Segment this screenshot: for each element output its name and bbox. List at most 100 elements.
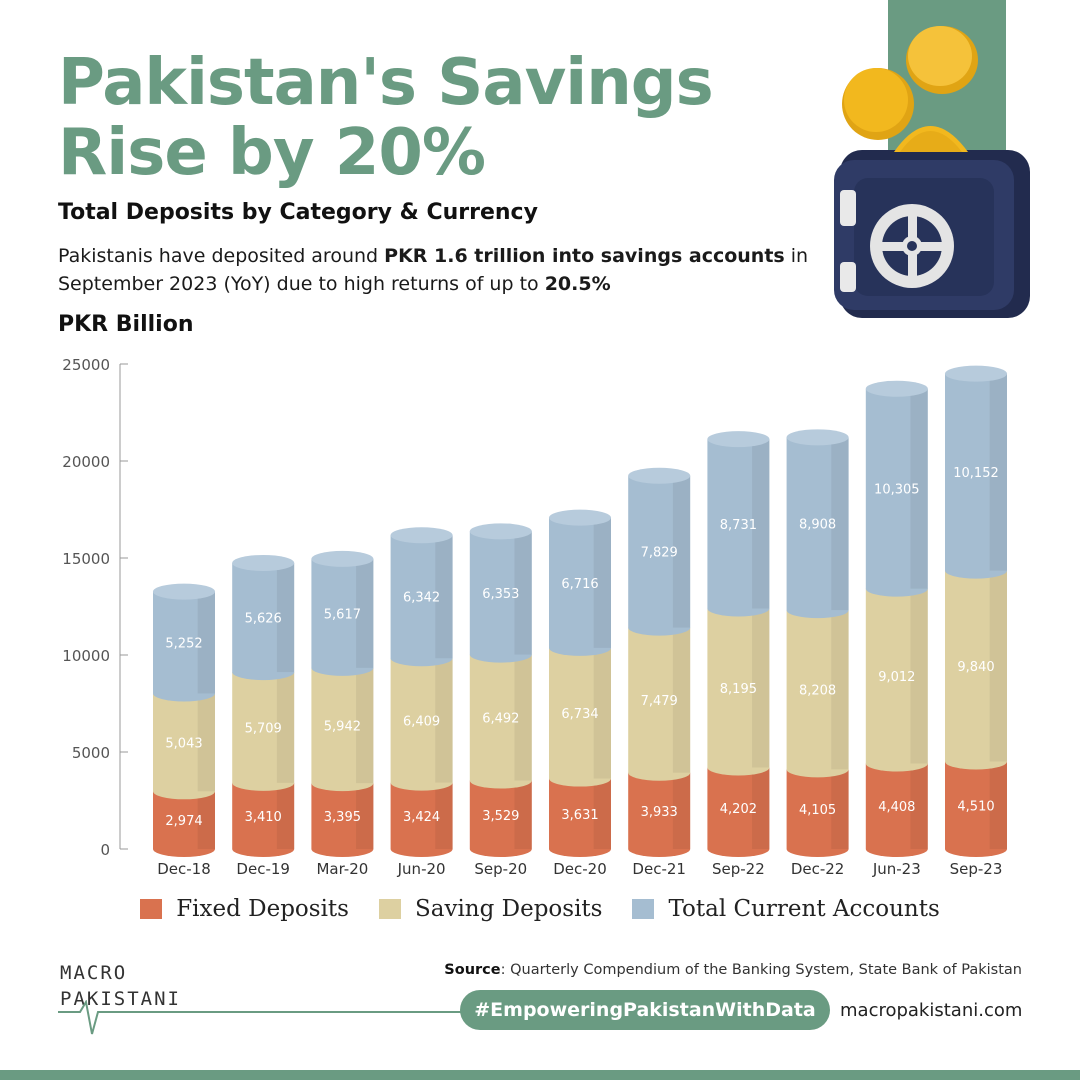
data-label: 5,709 <box>245 721 282 736</box>
source-note: Source: Quarterly Compendium of the Bank… <box>444 962 1022 978</box>
data-label: 2,974 <box>165 814 202 829</box>
bar-shade <box>197 591 215 694</box>
data-label: 9,840 <box>957 660 994 675</box>
bar-cap <box>549 509 611 526</box>
data-label: 9,012 <box>878 670 915 685</box>
legend-label-fixed: Fixed Deposits <box>176 896 349 922</box>
legend-label-current: Total Current Accounts <box>668 896 940 922</box>
data-label: 5,626 <box>245 612 282 627</box>
data-label: 8,208 <box>799 684 836 699</box>
bar-shade <box>514 531 532 655</box>
bar-group: 3,631 6,734 6,716 <box>549 509 611 857</box>
bar-shade <box>593 517 611 648</box>
bottom-band <box>0 1070 1080 1080</box>
data-label: 5,942 <box>324 719 361 734</box>
y-tick-label: 20000 <box>62 453 110 471</box>
desc-highlight-2: 20.5% <box>544 273 611 295</box>
bar-group: 3,933 7,479 7,829 <box>628 467 691 857</box>
stacked-cylinder-chart: 0 5000 10000 15000 20000 25000 2,974 5,043 5,25… <box>62 356 1007 878</box>
bar-cap <box>945 365 1007 382</box>
data-label: 7,479 <box>641 694 678 709</box>
bar-shade <box>989 761 1007 849</box>
x-tick-label: Dec-20 <box>553 860 607 878</box>
data-label: 6,409 <box>403 714 440 729</box>
x-tick-label: Sep-22 <box>712 860 765 878</box>
page-title: Pakistan's Savings Rise by 20% <box>58 46 714 188</box>
bar-cap <box>311 550 374 567</box>
coin-safe-icon <box>834 0 1030 318</box>
bar-group: 3,395 5,942 5,617 <box>311 550 374 857</box>
bar-segment <box>390 782 453 857</box>
bar-shade <box>356 667 374 784</box>
bar-shade <box>435 658 453 783</box>
data-label: 5,043 <box>165 736 202 751</box>
bar-shade <box>831 610 849 770</box>
bar-shade <box>752 767 770 849</box>
bar-shade <box>514 780 532 849</box>
desc-text-2: in September 2023 (YoY) due to high retu… <box>58 245 809 295</box>
x-tick-label: Dec-19 <box>236 860 290 878</box>
bar-cap <box>469 523 532 540</box>
bar-group: 4,105 8,208 8,908 <box>786 429 849 857</box>
bar-shade <box>276 782 295 849</box>
title-line-1: Pakistan's Savings <box>58 46 714 120</box>
bar-shade <box>831 437 849 611</box>
bar-segment <box>153 791 215 857</box>
y-tick-label: 15000 <box>62 550 110 568</box>
bar-cap <box>786 429 849 446</box>
bar-group: 4,408 9,012 10,305 <box>865 380 928 857</box>
bar-shade <box>752 608 770 768</box>
bar-cap <box>865 380 928 397</box>
bar-shade <box>435 535 453 659</box>
x-tick-label: Sep-20 <box>474 860 527 878</box>
data-label: 7,829 <box>641 546 678 561</box>
desc-highlight-1: PKR 1.6 trillion into savings accounts <box>384 245 785 267</box>
bar-cap <box>390 527 453 544</box>
bar-shade <box>276 672 295 783</box>
bar-segment <box>469 654 532 789</box>
unit-label: PKR Billion <box>58 312 194 337</box>
data-label: 4,105 <box>799 803 836 818</box>
bar-shade <box>989 570 1007 762</box>
brand-logo: MACRO PAKISTANI <box>60 960 181 1012</box>
bar-segment <box>628 627 691 781</box>
bar-segment <box>153 591 215 702</box>
bar-cap <box>232 554 295 571</box>
legend-swatch-fixed <box>140 899 163 919</box>
x-tick-label: Dec-18 <box>157 860 211 878</box>
y-tick-label: 5000 <box>72 744 110 762</box>
bar-segment <box>153 693 215 800</box>
data-label: 5,617 <box>324 607 361 622</box>
chart-subtitle: Total Deposits by Category & Currency <box>58 200 538 225</box>
y-tick-label: 10000 <box>62 647 110 665</box>
x-tick-label: Dec-22 <box>791 860 845 878</box>
bar-shade <box>831 769 849 849</box>
data-label: 10,152 <box>953 466 999 481</box>
bar-group: 2,974 5,043 5,252 <box>153 583 215 857</box>
bar-segment <box>469 780 532 857</box>
bar-segment <box>311 558 374 676</box>
data-label: 6,734 <box>561 707 598 722</box>
website-link[interactable]: macropakistani.com <box>840 1000 1023 1021</box>
bar-segment <box>865 588 928 772</box>
bar-segment <box>549 778 611 857</box>
source-text: : Quarterly Compendium of the Banking Sy… <box>500 962 1022 978</box>
bar-segment <box>786 769 849 857</box>
data-label: 3,395 <box>324 810 361 825</box>
bar-shade <box>672 772 691 849</box>
bar-shade <box>356 783 374 849</box>
bar-group: 3,424 6,409 6,342 <box>390 527 453 857</box>
x-tick-label: Jun-20 <box>397 860 446 878</box>
legend: Fixed Deposits Saving Deposits Total Cur… <box>0 896 1080 922</box>
bar-segment <box>549 647 611 787</box>
x-tick-label: Jun-23 <box>872 860 921 878</box>
bar-cap <box>628 467 691 484</box>
bar-group: 4,202 8,195 8,731 <box>707 431 770 857</box>
bar-shade <box>989 373 1007 571</box>
bar-segment <box>707 767 770 857</box>
bar-shade <box>593 778 611 849</box>
bar-shade <box>910 588 928 764</box>
data-label: 3,529 <box>482 809 519 824</box>
bar-segment <box>232 672 295 791</box>
bar-shade <box>672 475 691 628</box>
